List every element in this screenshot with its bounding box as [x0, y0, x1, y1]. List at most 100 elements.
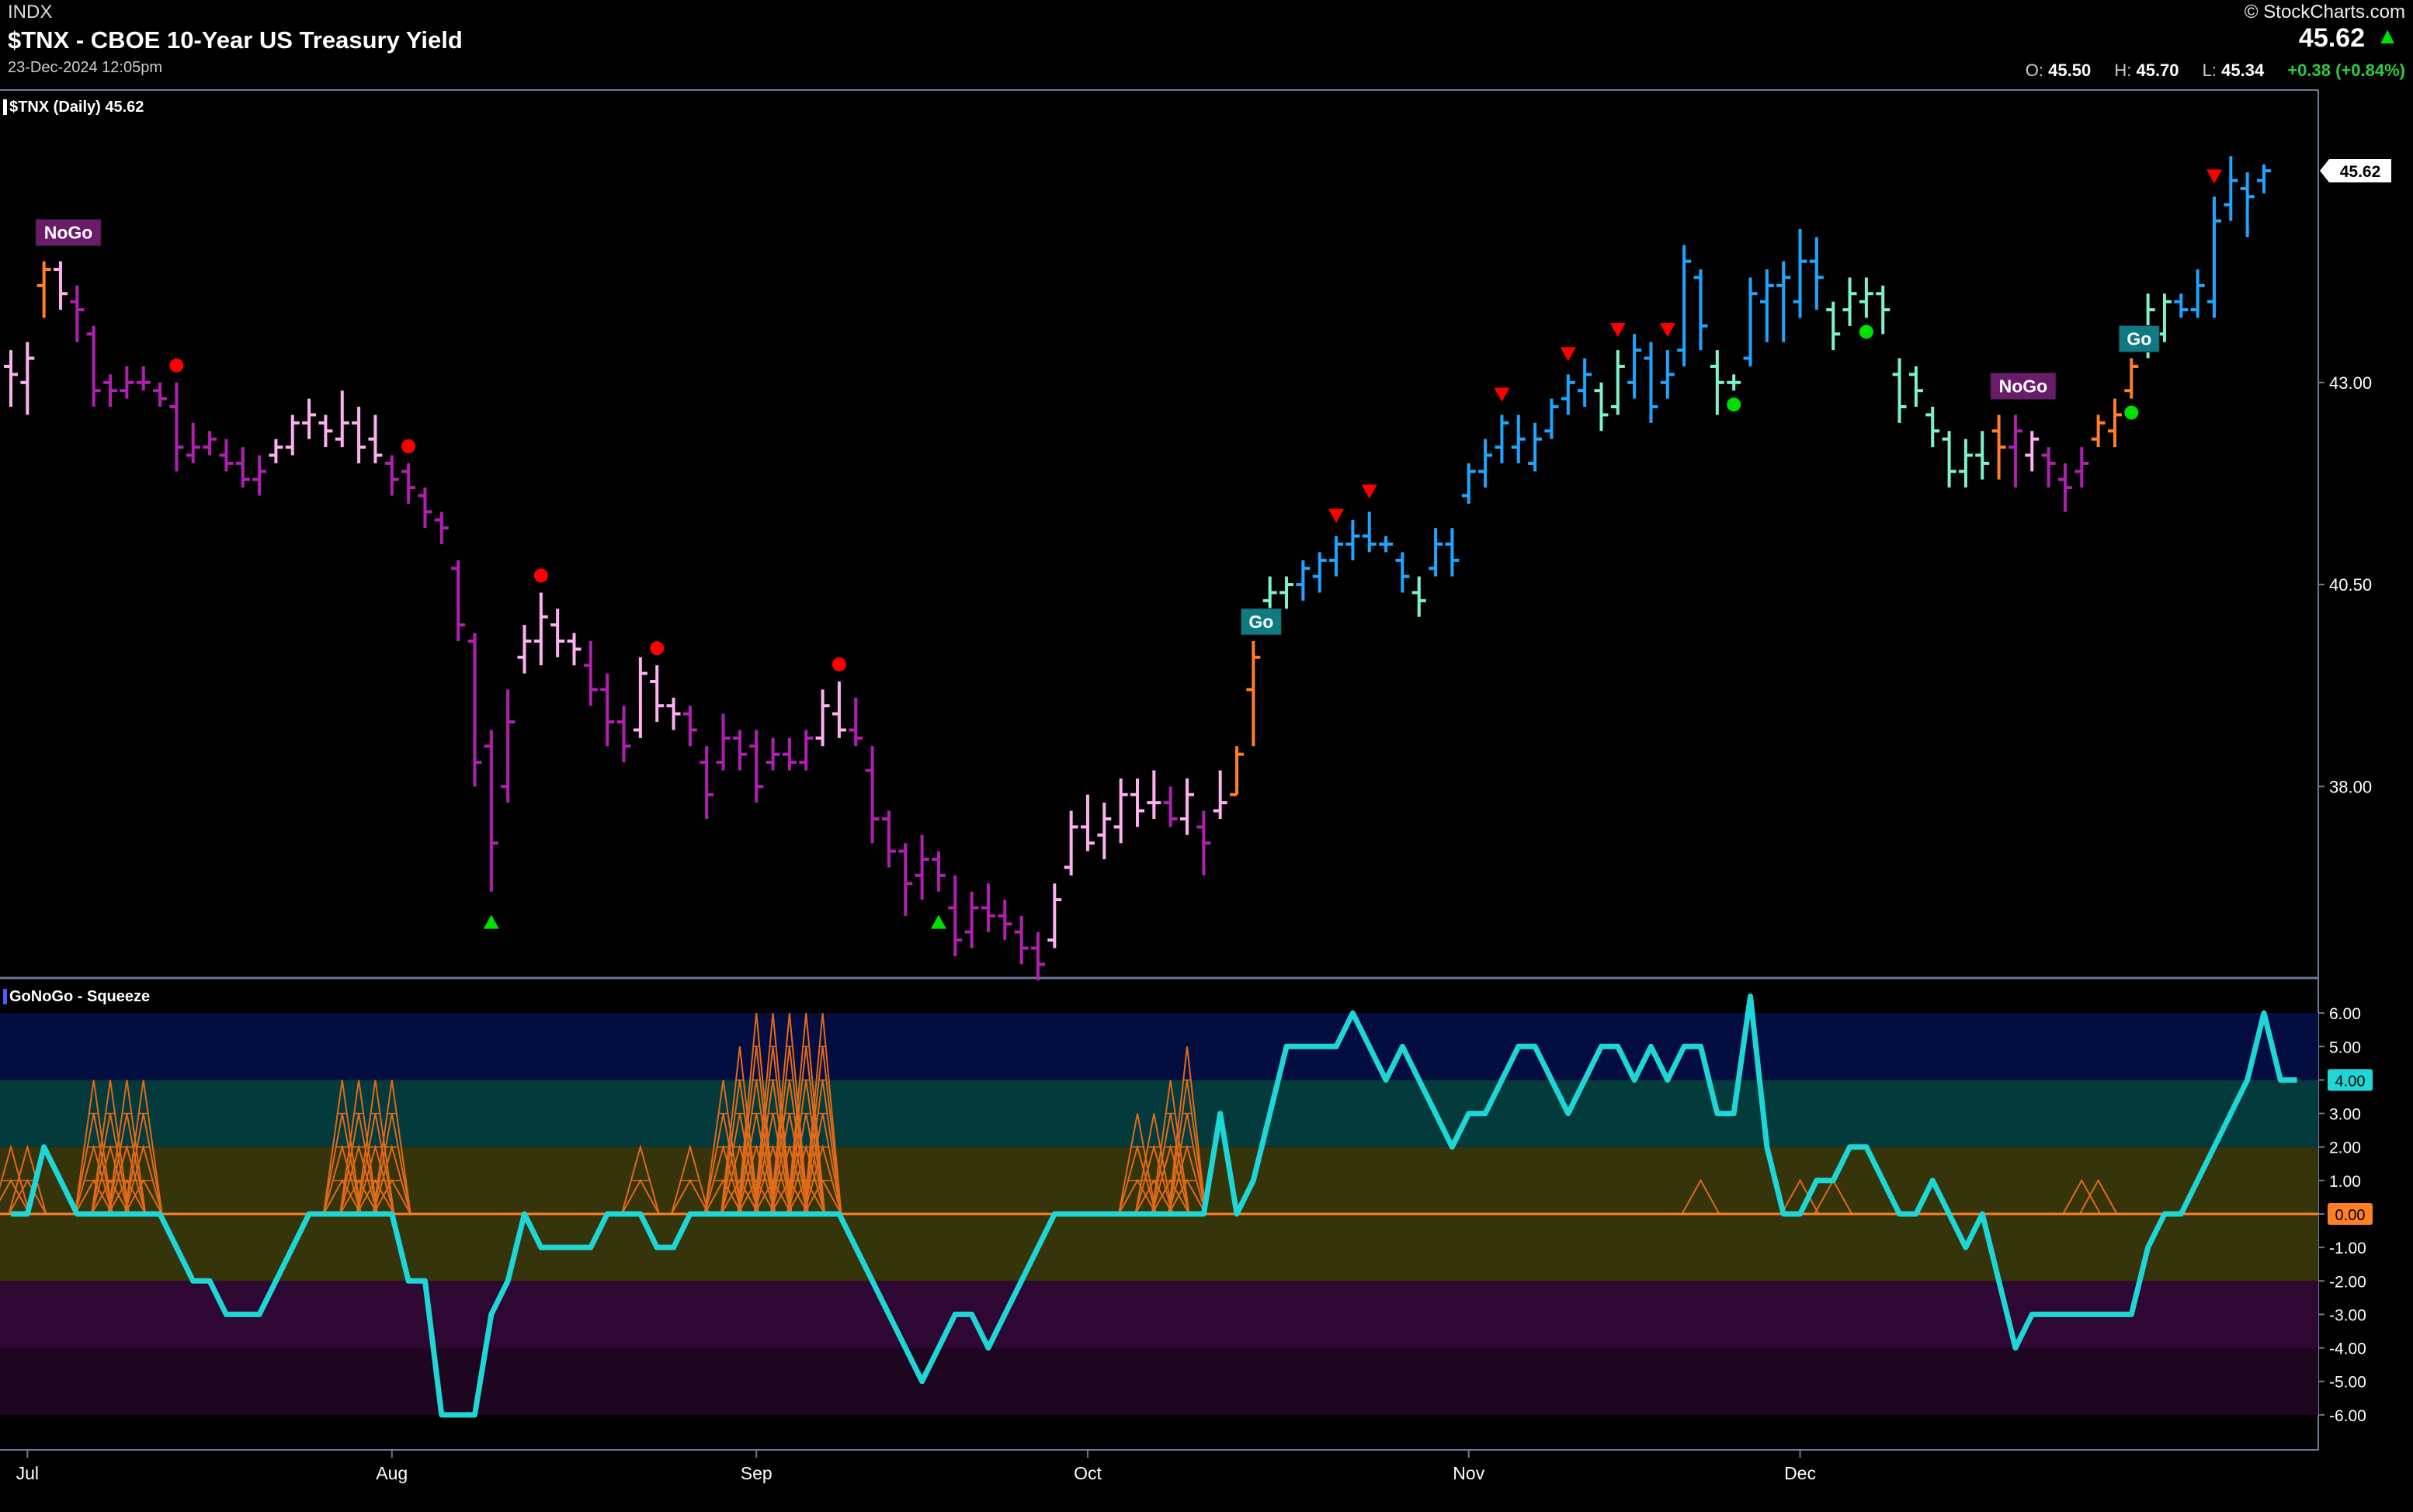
squeeze-cone-line	[670, 1143, 710, 1215]
price-bar	[1163, 786, 1178, 827]
green-dot-marker	[2124, 405, 2139, 420]
oscillator-y-tick-label: -4.00	[2329, 1340, 2366, 1358]
squeeze-cone	[1681, 1178, 1720, 1215]
oscillator-y-tick-label: -6.00	[2329, 1407, 2366, 1425]
squeeze-cone-line	[1168, 1046, 1207, 1215]
price-bar	[451, 560, 466, 641]
price-bar	[1030, 931, 1045, 981]
price-bar	[583, 640, 598, 706]
go-label-box	[2118, 325, 2160, 353]
price-bar	[467, 633, 482, 787]
price-bar	[1478, 439, 1493, 488]
red-triangle-down-marker	[2206, 169, 2222, 184]
price-bar	[103, 374, 118, 407]
price-bar	[849, 697, 863, 747]
price-bar	[2107, 398, 2122, 448]
price-legend-swatch	[3, 99, 7, 115]
red-dot-marker	[650, 641, 665, 656]
squeeze-cone	[720, 1046, 759, 1215]
nogo-label: NoGo	[44, 223, 93, 243]
price-bar	[1345, 519, 1360, 560]
red-triangle-down-marker	[1560, 347, 1576, 362]
price-bar	[1279, 576, 1294, 609]
price-bar	[898, 843, 913, 916]
oscillator-line	[11, 994, 2297, 1418]
oscillator-legend-swatch	[3, 989, 7, 1004]
red-triangle-down-marker	[1609, 323, 1626, 338]
price-bar	[1130, 778, 1144, 827]
price-bar	[1710, 350, 1724, 415]
nogo-label-box	[1990, 372, 2057, 400]
price-bar	[1180, 778, 1195, 835]
high-value: 45.70	[2136, 61, 2179, 80]
price-bar	[2124, 358, 2139, 399]
price-bar	[86, 325, 101, 407]
squeeze-cone-line	[0, 1143, 30, 1215]
red-triangle-down-marker	[1361, 484, 1377, 499]
price-bar	[1842, 277, 1857, 326]
price-bar	[285, 414, 300, 456]
oscillator-y-tick-label: -2.00	[2329, 1273, 2366, 1291]
timestamp: 23-Dec-2024 12:05pm	[8, 59, 163, 76]
exchange-label: INDX	[8, 2, 53, 23]
x-tick-label: Jul	[16, 1463, 39, 1483]
nogo-label-box	[35, 219, 102, 247]
price-bar	[650, 665, 665, 723]
price-bar	[550, 609, 565, 657]
price-bar	[1097, 803, 1112, 860]
price-bar	[1693, 269, 1708, 351]
price-bar	[1759, 269, 1774, 342]
green-dot-marker	[1859, 324, 1873, 339]
price-bar	[1958, 439, 1973, 488]
red-triangle-down-marker	[1494, 387, 1510, 402]
price-bar	[1196, 810, 1211, 876]
oscillator-band	[0, 1013, 2318, 1080]
price-bar	[600, 673, 615, 747]
up-arrow-icon: ▲	[2376, 23, 2399, 49]
price-bar	[1677, 244, 1692, 366]
squeeze-cone	[670, 1143, 710, 1215]
go-label-box	[1240, 608, 1282, 636]
price-bar	[1047, 883, 1062, 948]
x-tick-label: Aug	[376, 1463, 408, 1483]
last-value-tag-label: 45.62	[2340, 163, 2381, 181]
price-bar	[1925, 407, 1940, 448]
price-bar	[682, 706, 697, 747]
squeeze-cone	[322, 1080, 362, 1215]
squeeze-cone-line	[91, 1080, 130, 1215]
squeeze-cone-line	[1780, 1178, 1820, 1215]
price-bar	[782, 737, 797, 771]
squeeze-cone	[2062, 1178, 2102, 1215]
low-label: L:	[2202, 61, 2217, 80]
price-bar	[915, 834, 929, 900]
price-bar	[815, 689, 830, 747]
price-bar	[964, 891, 979, 948]
price-bar	[1411, 576, 1426, 617]
squeeze-cone	[1168, 1046, 1207, 1215]
x-tick-label: Nov	[1453, 1463, 1484, 1483]
price-bar	[2041, 447, 2056, 488]
price-bar	[732, 730, 747, 771]
price-bar	[401, 463, 416, 504]
price-y-tick-label: 38.00	[2329, 777, 2372, 796]
oscillator-band	[0, 1214, 2318, 1281]
price-bar	[1594, 382, 1609, 432]
price-bar	[2025, 431, 2040, 472]
squeeze-cone-line	[720, 1046, 759, 1215]
price-bar	[1147, 770, 1161, 819]
oscillator-legend: GoNoGo - Squeeze	[9, 988, 150, 1005]
oscillator-y-tick-label: 6.00	[2329, 1005, 2361, 1023]
stockcharts-logo[interactable]: © StockCharts.com	[2244, 2, 2405, 23]
zero-value-tag	[2328, 1203, 2373, 1225]
oscillator-y-tick-label: 5.00	[2329, 1039, 2361, 1056]
price-legend: $TNX (Daily) 45.62	[9, 99, 144, 116]
oscillator-y-tick-label: 3.00	[2329, 1106, 2361, 1124]
price-bar	[368, 414, 383, 463]
price-y-tick-label: 40.50	[2329, 575, 2372, 595]
zero-value-tag-label: 0.00	[2335, 1207, 2366, 1224]
red-triangle-down-marker	[1659, 323, 1675, 338]
squeeze-cone-line	[2062, 1178, 2102, 1215]
price-bar	[1495, 414, 1509, 463]
price-bar	[881, 810, 896, 868]
